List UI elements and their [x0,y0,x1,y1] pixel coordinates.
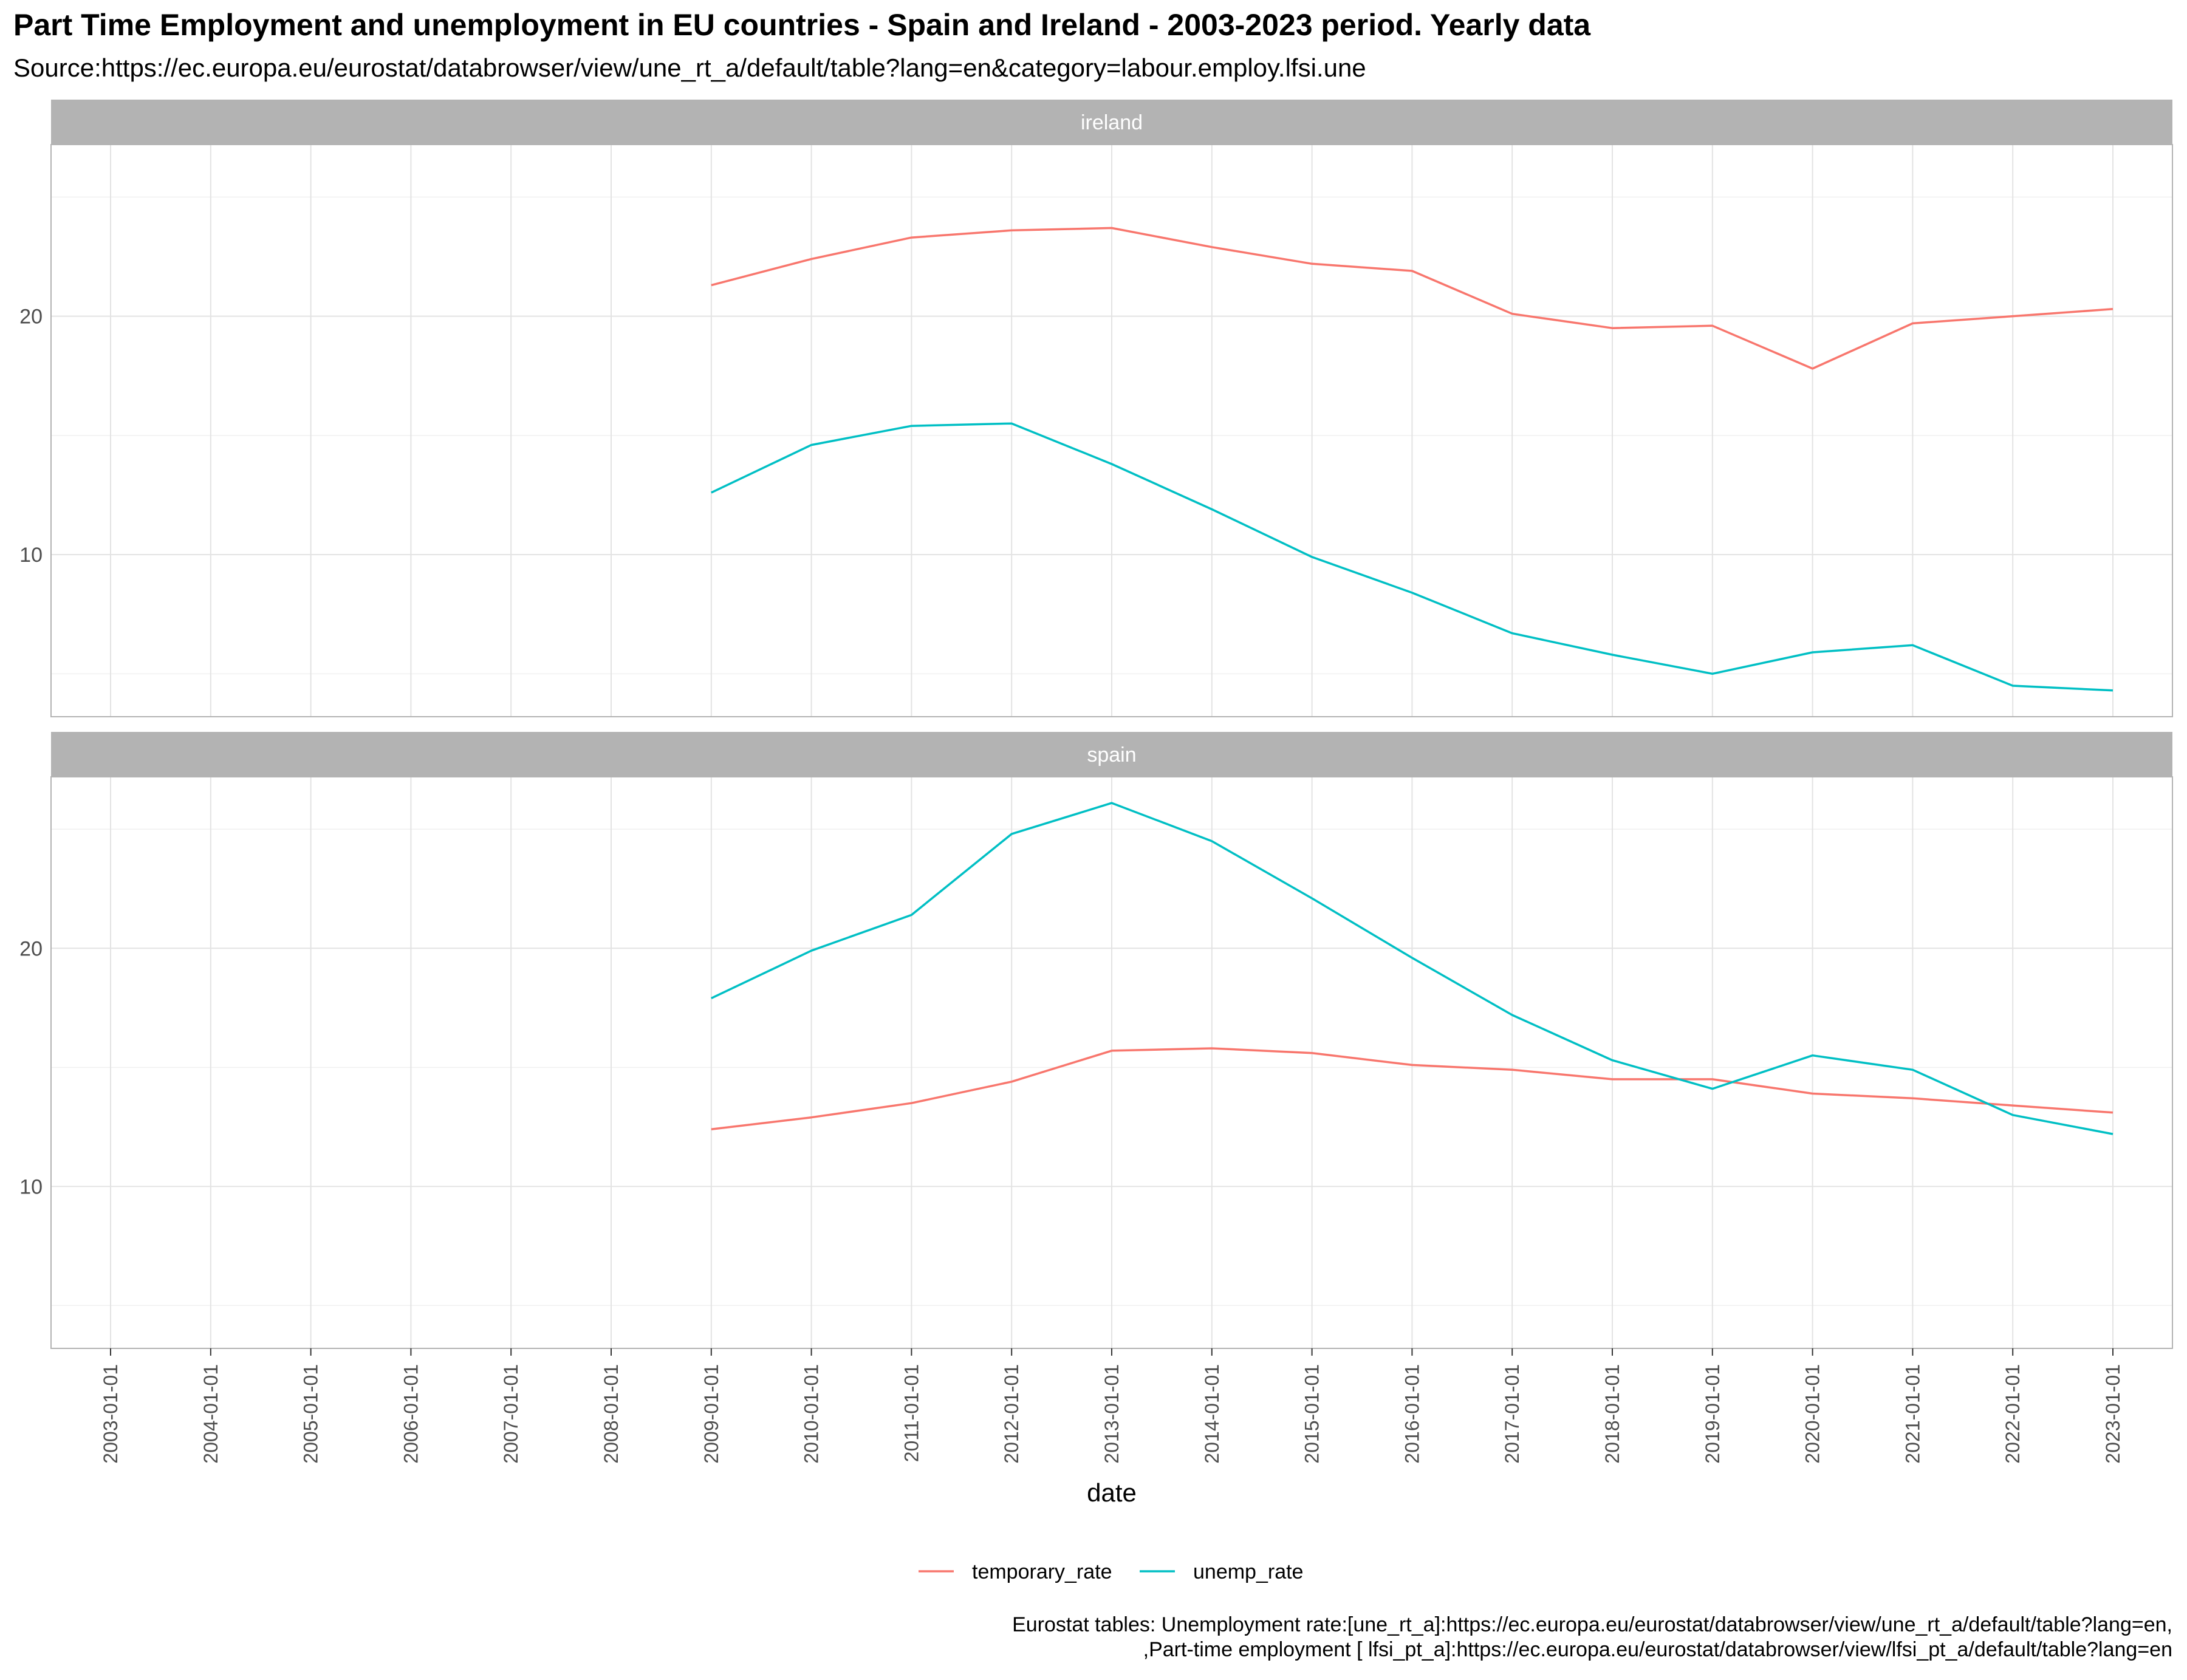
x-tick-label: 2004-01-01 [200,1364,222,1464]
facet-strip-label: ireland [1081,111,1143,134]
x-tick-label: 2016-01-01 [1401,1364,1423,1464]
chart-caption: Eurostat tables: Unemployment rate:[une_… [1012,1613,2172,1662]
x-tick-label: 2012-01-01 [1001,1364,1022,1464]
chart-title: Part Time Employment and unemployment in… [13,8,1591,42]
x-tick-label: 2019-01-01 [1702,1364,1723,1464]
x-tick-label: 2022-01-01 [2002,1364,2024,1464]
series-line-ireland-unemp_rate [711,422,2113,692]
x-tick-label: 2020-01-01 [1802,1364,1824,1464]
x-tick-label: 2017-01-01 [1501,1364,1523,1464]
x-tick-label: 2014-01-01 [1201,1364,1223,1464]
legend-label: unemp_rate [1193,1560,1303,1583]
x-tick-label: 2003-01-01 [100,1364,122,1464]
x-tick-label: 2007-01-01 [500,1364,522,1464]
x-tick-label: 2006-01-01 [400,1364,422,1464]
facet-strip-label: spain [1087,743,1136,767]
series-line-spain-temporary_rate [711,1047,2113,1131]
legend-label: temporary_rate [972,1560,1112,1583]
x-tick-label: 2008-01-01 [600,1364,622,1464]
x-tick-label: 2011-01-01 [900,1364,922,1462]
x-tick-label: 2023-01-01 [2102,1364,2124,1464]
x-tick-label: 2018-01-01 [1601,1364,1623,1464]
x-axis-title: date [1087,1478,1137,1507]
facet-strip-ireland [51,100,2172,145]
series-line-ireland-temporary_rate [711,227,2113,370]
x-tick-label: 2015-01-01 [1301,1364,1323,1464]
caption-line-2: ,Part-time employment [ lfsi_pt_a]:https… [1143,1637,2172,1661]
panel-border [50,144,2173,717]
series-line-spain-unemp_rate [711,802,2113,1135]
caption-line-1: Eurostat tables: Unemployment rate:[une_… [1012,1613,2172,1636]
x-tick-label: 2021-01-01 [1901,1364,1923,1464]
y-tick-label: 20 [19,937,43,960]
x-tick-label: 2010-01-01 [801,1364,823,1464]
y-tick-label: 10 [19,544,43,567]
y-tick-label: 10 [19,1175,43,1198]
chart-subtitle: Source:https://ec.europa.eu/eurostat/dat… [13,53,1366,82]
x-tick-label: 2005-01-01 [300,1364,322,1464]
x-tick-label: 2009-01-01 [700,1364,722,1464]
x-tick-label: 2013-01-01 [1101,1364,1123,1464]
facet-strip-spain [51,732,2172,777]
y-tick-label: 20 [19,306,43,329]
